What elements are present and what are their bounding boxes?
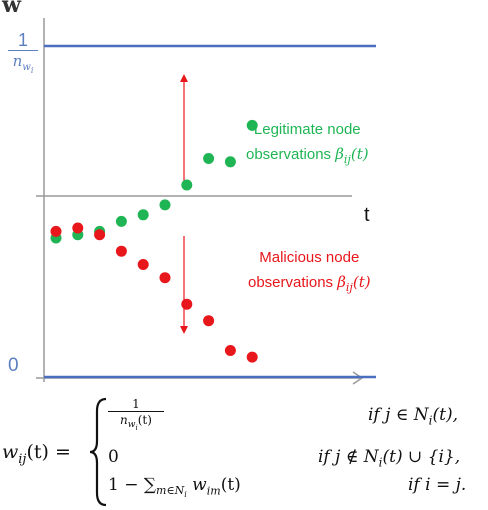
legit-label-line2: observations βij(t) [246,145,369,166]
malicious-point [115,245,127,257]
case1-value: 1 nwi(t) [108,397,164,436]
t-axis-label: t [364,204,370,226]
legit-range-arrow [180,74,188,188]
upper-bound-numerator: 1 [17,30,28,50]
malicious-label: Malicious node observations βij(t) [248,246,371,300]
malicious-point [224,345,236,356]
case2-condition: if j ∉ Ni(t) ∪ {i}, [318,447,461,470]
case3-value: 1 − ∑m∈Ni wim(t) [108,475,241,500]
malicious-range-arrow [180,236,188,334]
case2-value: 0 [108,447,119,467]
case3-condition: if i = j. [408,475,467,495]
legit-point [115,215,127,227]
weight-formula: wij(t) = 1 nwi(t) if j ∈ Ni(t), 0 if j ∉… [0,395,488,510]
malicious-point [203,315,215,327]
malicious-point [137,259,149,270]
w-axis-label: w [2,0,21,18]
legit-point [137,209,149,221]
legit-label: Legitimate node observations βij(t) [246,118,369,172]
malicious-point [50,225,62,237]
malicious-label-line1: Malicious node [259,249,360,266]
legit-point [224,156,236,168]
malicious-points [50,222,258,363]
case1-condition: if j ∈ Ni(t), [368,405,459,428]
malicious-point [94,229,106,241]
formula-brace [89,397,107,507]
malicious-point [159,272,171,284]
malicious-label-line2: observations βij(t) [248,273,371,294]
fraction-bar [8,50,38,51]
malicious-point [72,222,84,234]
malicious-point [181,298,193,310]
legit-point [159,199,171,211]
legit-label-line1: Legitimate node [253,121,361,138]
lower-bound-label: 0 [8,355,19,376]
upper-bound-label: 1 nwi [6,30,40,81]
legit-point [203,153,215,164]
weight-plot [36,18,376,385]
malicious-point [246,351,258,363]
formula-lhs: wij(t) = [2,441,71,467]
legit-point [181,179,193,191]
upper-bound-denominator: nwi [12,52,34,75]
legit-point [246,119,258,131]
